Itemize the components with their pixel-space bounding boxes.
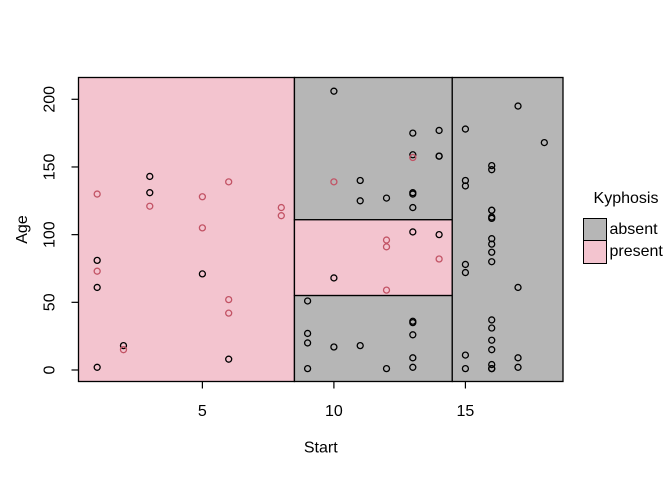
data-point-absent — [409, 228, 417, 236]
data-point-present — [225, 178, 233, 186]
data-point-absent — [514, 102, 522, 110]
legend-item-present: present — [583, 240, 669, 264]
partition-region-absent — [293, 294, 453, 383]
data-point-absent — [488, 248, 496, 256]
data-point-absent — [93, 283, 101, 292]
data-point-absent — [303, 339, 312, 347]
data-point-present — [225, 295, 233, 304]
data-point-present — [198, 193, 207, 201]
data-point-absent — [356, 176, 364, 185]
data-point-absent — [461, 268, 470, 277]
data-point-absent — [409, 189, 417, 197]
data-point-absent — [303, 329, 312, 338]
y-tick-label: 200 — [42, 86, 59, 113]
data-point-absent — [488, 206, 496, 214]
data-point-absent — [488, 235, 496, 243]
data-point-present — [225, 309, 233, 317]
data-point-absent — [488, 324, 496, 332]
data-point-present — [330, 178, 338, 186]
data-point-absent — [409, 331, 417, 339]
y-tick-label: 100 — [42, 221, 59, 248]
legend-label-present: present — [609, 243, 663, 260]
data-point-absent — [488, 166, 496, 174]
partition-region-absent — [451, 76, 564, 383]
partition-region-present — [77, 76, 296, 383]
data-point-absent — [330, 274, 338, 282]
data-point-absent — [435, 152, 443, 160]
data-point-absent — [488, 316, 496, 324]
partition-region-absent — [293, 76, 453, 221]
legend-title: Kyphosis — [593, 190, 659, 207]
data-point-absent — [93, 363, 101, 371]
data-point-present — [382, 236, 391, 244]
data-point-absent — [488, 360, 496, 369]
legend-swatch-absent-icon — [583, 218, 607, 242]
x-tick-label: 5 — [198, 403, 207, 420]
x-axis-title: Start — [304, 440, 338, 457]
x-tick-label: 15 — [457, 403, 475, 420]
data-point-absent — [330, 87, 338, 95]
data-point-absent — [409, 203, 417, 212]
data-point-absent — [382, 194, 391, 202]
data-point-absent — [488, 161, 496, 170]
data-point-absent — [540, 138, 548, 147]
data-point-absent — [488, 258, 496, 266]
data-point-absent — [409, 354, 417, 362]
data-point-absent — [461, 260, 470, 269]
data-point-absent — [409, 151, 417, 159]
data-point-absent — [488, 346, 496, 354]
data-point-present — [146, 202, 154, 210]
data-point-absent — [514, 363, 522, 371]
data-point-absent — [382, 364, 391, 373]
data-point-absent — [514, 283, 522, 292]
data-point-present — [409, 153, 417, 162]
data-point-present — [435, 255, 443, 263]
data-point-present — [277, 212, 285, 220]
data-point-absent — [303, 364, 312, 373]
data-point-present — [198, 224, 207, 232]
legend: Kyphosis absent present — [583, 191, 669, 264]
x-tick-label: 10 — [325, 403, 343, 420]
data-point-absent — [356, 197, 364, 205]
data-point-absent — [435, 126, 443, 135]
data-point-absent — [330, 343, 338, 351]
data-point-present — [93, 190, 101, 198]
data-point-absent — [409, 317, 417, 325]
legend-swatch-present-icon — [583, 240, 607, 264]
data-point-absent — [435, 230, 443, 239]
data-point-present — [382, 286, 391, 294]
data-point-present — [277, 203, 285, 212]
partition-region-present — [293, 219, 453, 297]
data-point-absent — [488, 214, 496, 223]
y-tick-label: 50 — [42, 293, 59, 311]
data-point-absent — [303, 297, 312, 305]
data-point-absent — [146, 172, 154, 181]
data-point-absent — [461, 364, 470, 373]
data-point-absent — [146, 189, 154, 197]
data-point-absent — [461, 176, 470, 185]
data-point-absent — [225, 355, 233, 363]
data-point-absent — [93, 256, 101, 265]
data-point-absent — [409, 129, 417, 137]
data-point-absent — [119, 341, 128, 350]
data-point-absent — [461, 125, 470, 133]
legend-item-absent: absent — [583, 218, 669, 242]
data-point-absent — [356, 341, 364, 350]
data-point-absent — [198, 270, 207, 278]
data-point-present — [93, 267, 101, 275]
data-point-absent — [514, 354, 522, 362]
y-axis-title: Age — [14, 215, 31, 244]
data-point-present — [382, 243, 391, 251]
y-tick-label: 150 — [42, 154, 59, 181]
legend-label-absent: absent — [609, 220, 658, 238]
y-tick-label: 0 — [42, 365, 59, 374]
data-point-absent — [488, 336, 496, 344]
data-point-absent — [488, 364, 496, 373]
data-point-present — [119, 346, 128, 354]
data-point-absent — [461, 351, 470, 359]
data-point-absent — [409, 363, 417, 371]
